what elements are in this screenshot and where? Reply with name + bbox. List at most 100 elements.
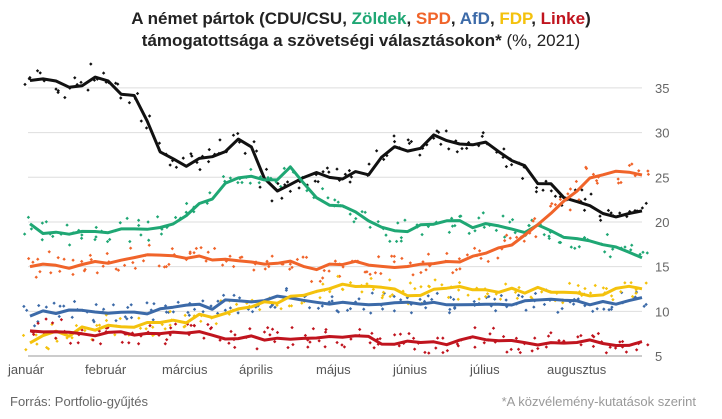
poll-dot — [516, 347, 521, 351]
poll-dot — [163, 342, 167, 346]
poll-dot — [250, 309, 255, 314]
poll-dot — [70, 336, 74, 340]
poll-dot — [73, 76, 77, 80]
poll-dot — [602, 307, 606, 311]
poll-dot — [202, 336, 206, 340]
poll-dot — [447, 230, 452, 235]
poll-dot — [318, 279, 322, 283]
poll-dot — [460, 146, 464, 151]
poll-dot — [97, 323, 102, 327]
poll-dot — [368, 225, 372, 230]
poll-dot — [623, 281, 627, 285]
poll-dot — [257, 181, 261, 185]
poll-dot — [505, 350, 509, 354]
poll-dot — [618, 211, 622, 215]
poll-dot — [40, 238, 44, 242]
poll-dot — [616, 177, 620, 181]
poll-dot — [228, 254, 232, 258]
poll-dot — [236, 131, 240, 136]
poll-dot — [579, 333, 583, 338]
poll-dot — [456, 297, 460, 301]
poll-dot — [616, 181, 621, 185]
poll-dot — [151, 318, 155, 322]
poll-dot — [645, 251, 649, 255]
poll-dot — [646, 172, 651, 177]
poll-dot — [392, 254, 397, 259]
poll-dot — [313, 179, 317, 183]
poll-dot — [190, 154, 194, 158]
poll-dot — [194, 246, 199, 251]
poll-dot — [220, 263, 225, 267]
poll-dot — [126, 305, 130, 310]
poll-dot — [123, 315, 128, 319]
poll-dot — [488, 332, 492, 336]
poll-dot — [323, 330, 328, 334]
poll-dot — [534, 185, 539, 190]
poll-dot — [646, 343, 650, 347]
poll-dot — [491, 326, 496, 330]
poll-dot — [509, 347, 513, 352]
poll-dot — [445, 348, 450, 353]
poll-dot — [98, 342, 103, 346]
poll-dot — [263, 267, 267, 271]
poll-dot — [514, 336, 519, 340]
poll-dot — [412, 347, 417, 351]
poll-dot — [173, 215, 178, 220]
poll-dot — [408, 261, 413, 265]
poll-dot — [482, 225, 486, 230]
poll-dot — [406, 138, 410, 142]
poll-dot — [336, 200, 340, 204]
poll-dot — [576, 283, 580, 288]
poll-dot — [549, 189, 554, 193]
poll-dot — [644, 281, 648, 285]
poll-dot — [373, 271, 378, 275]
poll-dot — [508, 220, 512, 224]
poll-dot — [424, 268, 428, 272]
poll-dot — [418, 153, 422, 157]
poll-dot — [168, 163, 172, 167]
poll-dot — [204, 259, 208, 263]
poll-dot — [411, 273, 415, 277]
poll-dot — [118, 316, 122, 321]
poll-dot — [549, 331, 553, 335]
poll-dot — [335, 340, 339, 345]
poll-dot — [441, 350, 445, 355]
poll-dot — [367, 162, 371, 166]
poll-dot — [228, 306, 233, 310]
poll-dot — [453, 223, 457, 228]
poll-dot — [118, 221, 122, 225]
poll-dot — [605, 232, 610, 237]
poll-dot — [352, 220, 356, 224]
poll-dot — [162, 265, 167, 269]
poll-dot — [264, 167, 269, 172]
poll-dot — [275, 330, 280, 335]
poll-dot — [146, 220, 150, 224]
poll-dot — [477, 297, 481, 301]
poll-dot — [370, 331, 374, 336]
poll-dot — [307, 306, 312, 310]
poll-dot — [52, 301, 56, 305]
y-tick-label: 10 — [655, 304, 669, 319]
poll-dot — [321, 282, 325, 286]
poll-dot — [322, 268, 326, 273]
poll-dot — [547, 234, 551, 238]
poll-dot — [593, 283, 597, 288]
poll-dot — [609, 294, 614, 298]
poll-dot — [67, 243, 72, 247]
poll-dot — [354, 216, 358, 221]
poll-dot — [611, 297, 615, 302]
poll-dot — [501, 214, 505, 218]
poll-dot — [532, 216, 537, 221]
poll-dot — [574, 179, 579, 184]
poll-dot — [360, 209, 364, 214]
poll-dot — [348, 212, 352, 216]
poll-dot — [206, 159, 211, 164]
poll-dot — [101, 307, 106, 311]
poll-dot — [446, 295, 451, 300]
poll-dot — [473, 229, 477, 233]
poll-dot — [388, 239, 392, 244]
poll-dot — [380, 307, 385, 311]
poll-dot — [301, 255, 305, 259]
poll-dot — [165, 337, 169, 342]
poll-dot — [589, 192, 593, 196]
